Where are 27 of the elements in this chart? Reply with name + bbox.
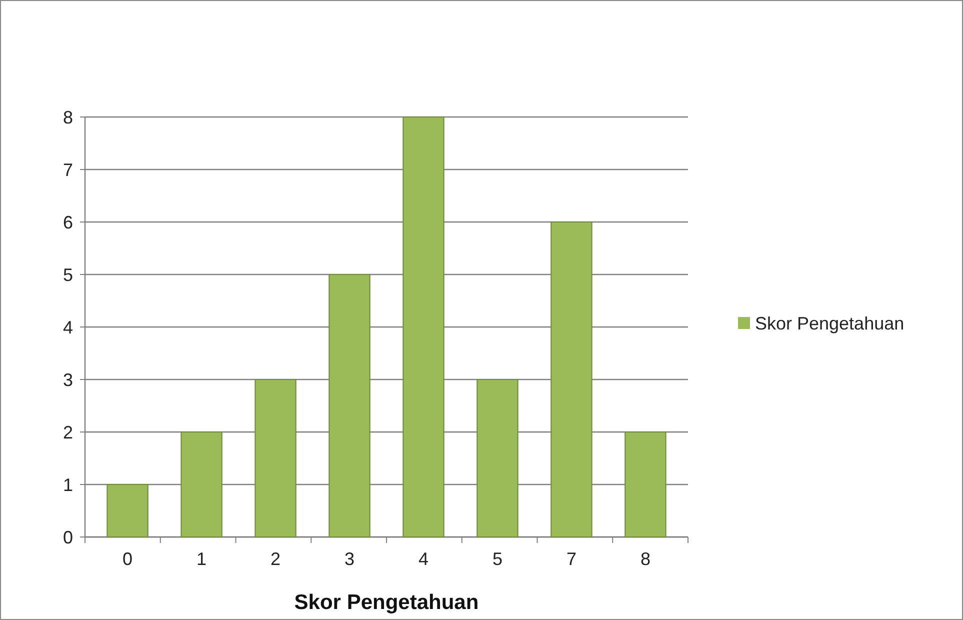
y-tick-label: 1 [62, 474, 73, 495]
y-tick-label: 2 [62, 422, 73, 442]
x-tick-label: 0 [122, 549, 133, 569]
x-tick-label: 7 [566, 549, 576, 569]
y-tick-label: 8 [62, 107, 73, 128]
bar [328, 274, 370, 538]
y-tick-label: 3 [62, 370, 73, 390]
bar [254, 379, 296, 538]
bar [624, 432, 666, 538]
x-tick-label: 5 [492, 549, 502, 569]
y-tick-label: 0 [62, 527, 73, 548]
x-tick-label: 8 [640, 549, 650, 569]
bar [180, 432, 222, 538]
bar [106, 484, 148, 538]
x-tick-label: 3 [344, 549, 355, 569]
x-axis-title: Skor Pengetahuan [294, 591, 479, 614]
x-tick-label: 1 [196, 549, 207, 569]
y-tick-label: 6 [62, 212, 73, 232]
bar [402, 116, 444, 538]
bar [476, 379, 518, 538]
y-tick-label: 5 [62, 264, 73, 285]
bar [550, 222, 592, 538]
y-tick-label: 4 [62, 317, 73, 338]
x-tick-label: 4 [418, 549, 428, 569]
x-tick-label: 2 [270, 549, 281, 569]
y-tick-label: 7 [62, 160, 73, 180]
legend-label: Skor Pengetahuan [755, 313, 904, 334]
